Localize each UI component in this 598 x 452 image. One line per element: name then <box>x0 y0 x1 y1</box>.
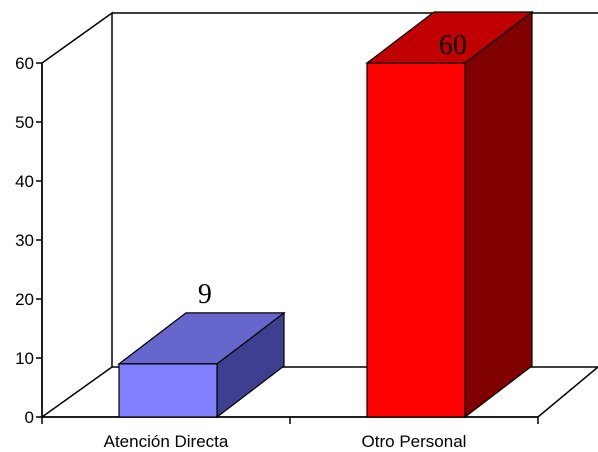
y-tick-label: 50 <box>15 113 34 132</box>
back-wall-left <box>41 11 113 417</box>
data-label: 9 <box>198 279 212 310</box>
y-tick-label: 0 <box>25 408 34 427</box>
x-tick-label: Otro Personal <box>362 432 467 451</box>
y-tick-label: 20 <box>15 290 34 309</box>
y-tick-label: 60 <box>15 54 34 73</box>
x-tick-label: Atención Directa <box>104 432 229 451</box>
bar-front <box>118 363 218 418</box>
y-tick-label: 10 <box>15 349 34 368</box>
bar <box>365 10 534 419</box>
bar-side <box>464 10 533 419</box>
y-tick-label: 30 <box>15 231 34 250</box>
data-label: 60 <box>439 30 467 61</box>
bar <box>117 311 286 419</box>
bar-front <box>366 62 466 418</box>
y-tick-label: 40 <box>15 172 34 191</box>
